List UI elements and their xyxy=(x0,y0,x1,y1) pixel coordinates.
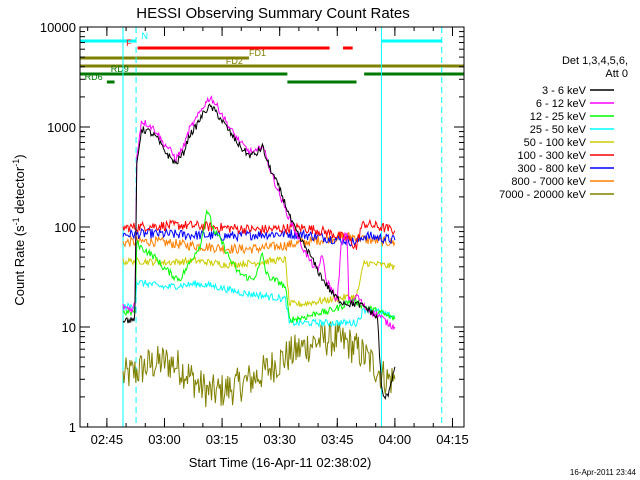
series-line xyxy=(122,218,396,250)
flag-bars: NF FD1 FD2 RD9 RD6 xyxy=(80,31,464,84)
legend-label: 100 - 300 keV xyxy=(518,150,587,162)
legend-label: 50 - 100 keV xyxy=(524,137,587,149)
x-tick-label: 04:15 xyxy=(436,432,469,447)
flag-bar-label: F xyxy=(126,38,132,48)
y-axis-label-sup: -1 xyxy=(11,217,21,225)
series-line xyxy=(122,95,396,331)
legend-label: 3 - 6 keV xyxy=(542,85,587,97)
legend-label: 7000 - 20000 keV xyxy=(499,189,587,201)
y-axis-label-part: detector xyxy=(12,166,27,217)
x-tick-label: 03:15 xyxy=(206,432,239,447)
x-tick-label: 03:00 xyxy=(148,432,181,447)
timestamp-label: 16-Apr-2011 23:44 xyxy=(570,468,637,477)
legend-label: 800 - 7000 keV xyxy=(511,176,586,188)
plot-frame xyxy=(79,26,465,428)
series-lines xyxy=(122,95,396,408)
legend-label: 25 - 50 keV xyxy=(530,124,587,136)
x-tick-label: 04:00 xyxy=(379,432,412,447)
x-axis-label: Start Time (16-Apr-11 02:38:02) xyxy=(189,455,372,470)
x-tick-label: 02:45 xyxy=(91,432,124,447)
y-axis-label-part: ) xyxy=(12,154,27,158)
series-line xyxy=(122,103,396,401)
legend-label: 12 - 25 keV xyxy=(530,111,587,123)
y-axis-label-sup: -1 xyxy=(11,159,21,167)
y-axis-label: Count Rate (s-1 detector-1) xyxy=(11,154,27,305)
y-tick-label: 1000 xyxy=(47,120,76,135)
flag-bar-label: N xyxy=(141,31,148,41)
x-tick-label: 03:45 xyxy=(321,432,354,447)
y-axis-label-part: Count Rate (s xyxy=(12,225,27,306)
series-line xyxy=(122,208,396,323)
y-tick-label: 10 xyxy=(62,320,76,335)
legend-title-line: Det 1,3,4,5,6, xyxy=(562,55,628,67)
y-tick-label: 1 xyxy=(69,420,76,435)
series-line xyxy=(122,320,396,408)
flag-bar-label: RD9 xyxy=(111,64,129,74)
y-tick-label: 100 xyxy=(54,220,76,235)
legend-title-line: Att 0 xyxy=(605,68,628,80)
legend-label: 6 - 12 keV xyxy=(536,98,587,110)
flag-bar-label: RD6 xyxy=(85,72,103,82)
series-line xyxy=(122,227,396,247)
legend-label: 300 - 800 keV xyxy=(518,163,587,175)
chart-title: HESSI Observing Summary Count Rates xyxy=(136,5,409,22)
flag-bar-label: FD2 xyxy=(226,56,243,66)
flag-bar-label: FD1 xyxy=(249,48,266,58)
x-tick-label: 03:30 xyxy=(263,432,296,447)
axis-ticks: 1 10 100 1000 10000 02:45 03:00 03:15 03:30 03:45… xyxy=(40,20,469,447)
y-tick-label: 10000 xyxy=(40,20,76,35)
series-line xyxy=(122,279,396,328)
